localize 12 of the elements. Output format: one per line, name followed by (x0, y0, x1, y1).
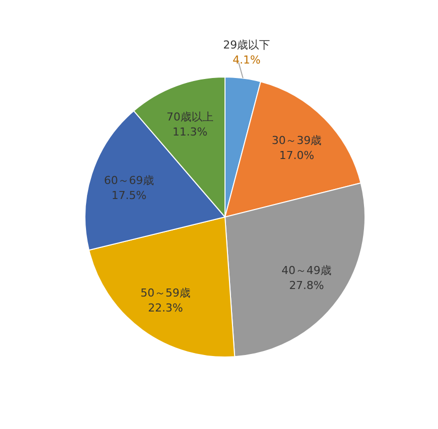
data-label: 11.3% (172, 125, 208, 138)
data-label: 17.0% (279, 149, 314, 162)
slice-label: 60～69歳 (104, 174, 154, 188)
slice-label: 29歳以下 (223, 38, 270, 52)
data-label: 27.8% (289, 279, 324, 292)
data-label: 4.1% (232, 53, 261, 66)
slice-label: 50～59歳 (140, 286, 190, 300)
data-label: 17.5% (112, 189, 147, 202)
data-label: 22.3% (148, 301, 183, 314)
slice-label: 30～39歳 (272, 134, 322, 148)
slice-label: 70歳以上 (166, 110, 214, 124)
slice-label: 40～49歳 (282, 264, 332, 278)
